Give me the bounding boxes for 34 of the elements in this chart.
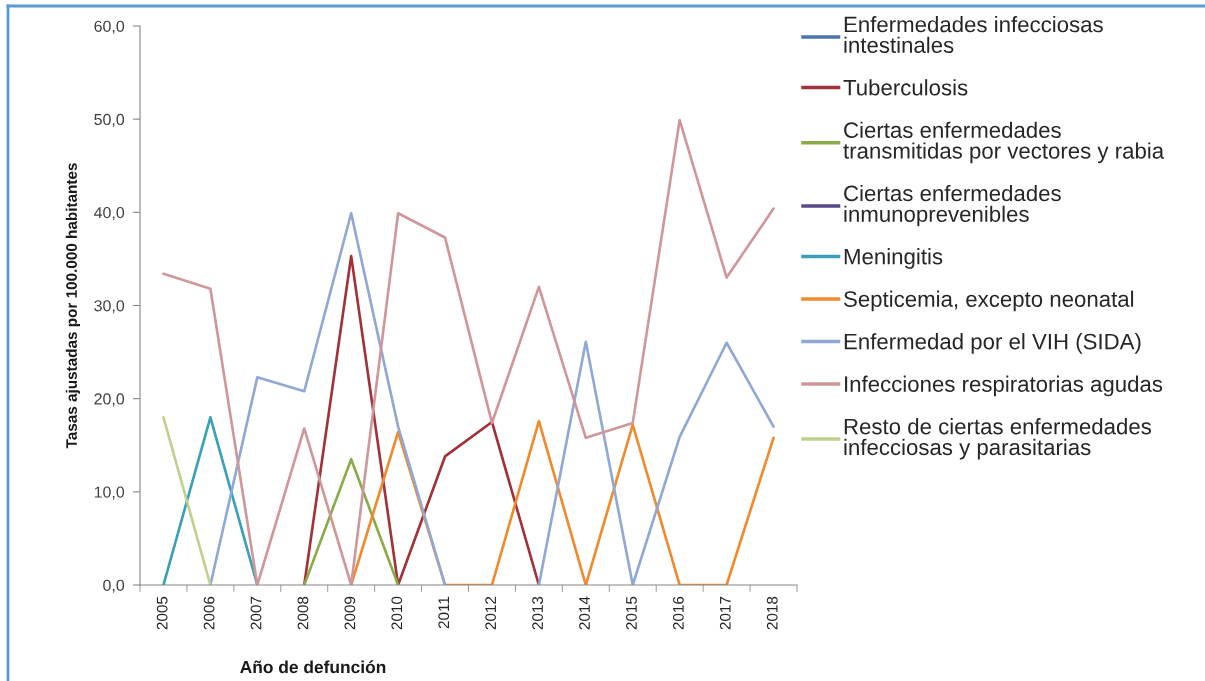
x-tick-label: 2017 [719, 596, 731, 630]
legend-label: Meningitis [844, 248, 943, 269]
y-tick-label: 20,0 [94, 393, 125, 407]
x-tick-label: 2013 [532, 596, 543, 630]
y-tick-label: 60,0 [94, 20, 125, 34]
legend-label: Enfermedades infecciosas intestinales [844, 16, 1103, 54]
x-tick-label: 2007 [250, 596, 262, 630]
x-tick-label: 2015 [626, 596, 637, 630]
x-tick-label: 2008 [297, 596, 309, 630]
line-series [302, 254, 541, 585]
y-tick-label: 50,0 [94, 113, 125, 127]
x-tick-label: 2010 [391, 596, 403, 630]
legend-label: Tuberculosis [843, 79, 968, 96]
x-tick-label: 2014 [579, 596, 590, 630]
legend-label: Enfermedad por el VIH (SIDA) [844, 333, 1141, 354]
x-tick-label: 2005 [156, 596, 168, 630]
x-tick-label: 2006 [203, 596, 215, 630]
legend-label: Ciertas enfermedades transmitidas por vectores y rabia [843, 121, 1165, 164]
x-tick-label: 2018 [766, 596, 778, 630]
x-axis-title: Año de defunción [240, 660, 386, 674]
x-tick-label: 2011 [438, 596, 450, 629]
legend-label: Resto de ciertas enfermedades infecciosas y parasitarias [844, 418, 1152, 460]
y-tick-label: 0,0 [103, 579, 125, 593]
legend-label: Ciertas enfermedades inmunoprevenibles [844, 184, 1061, 227]
x-tick-label: 2012 [485, 596, 497, 630]
y-tick-label: 40,0 [94, 206, 125, 221]
legend-label: Septicemia, excepto neonatal [844, 290, 1134, 312]
line-series [162, 118, 775, 585]
y-tick-label: 30,0 [94, 300, 125, 314]
x-tick-label: 2016 [672, 596, 684, 630]
x-tick-label: 2009 [344, 596, 356, 630]
y-axis-title: Tasas ajustadas por 100.000 habitantes [65, 163, 80, 449]
legend-label: Infecciones respiratorias agudas [845, 375, 1163, 397]
y-tick-label: 10,0 [94, 486, 125, 500]
